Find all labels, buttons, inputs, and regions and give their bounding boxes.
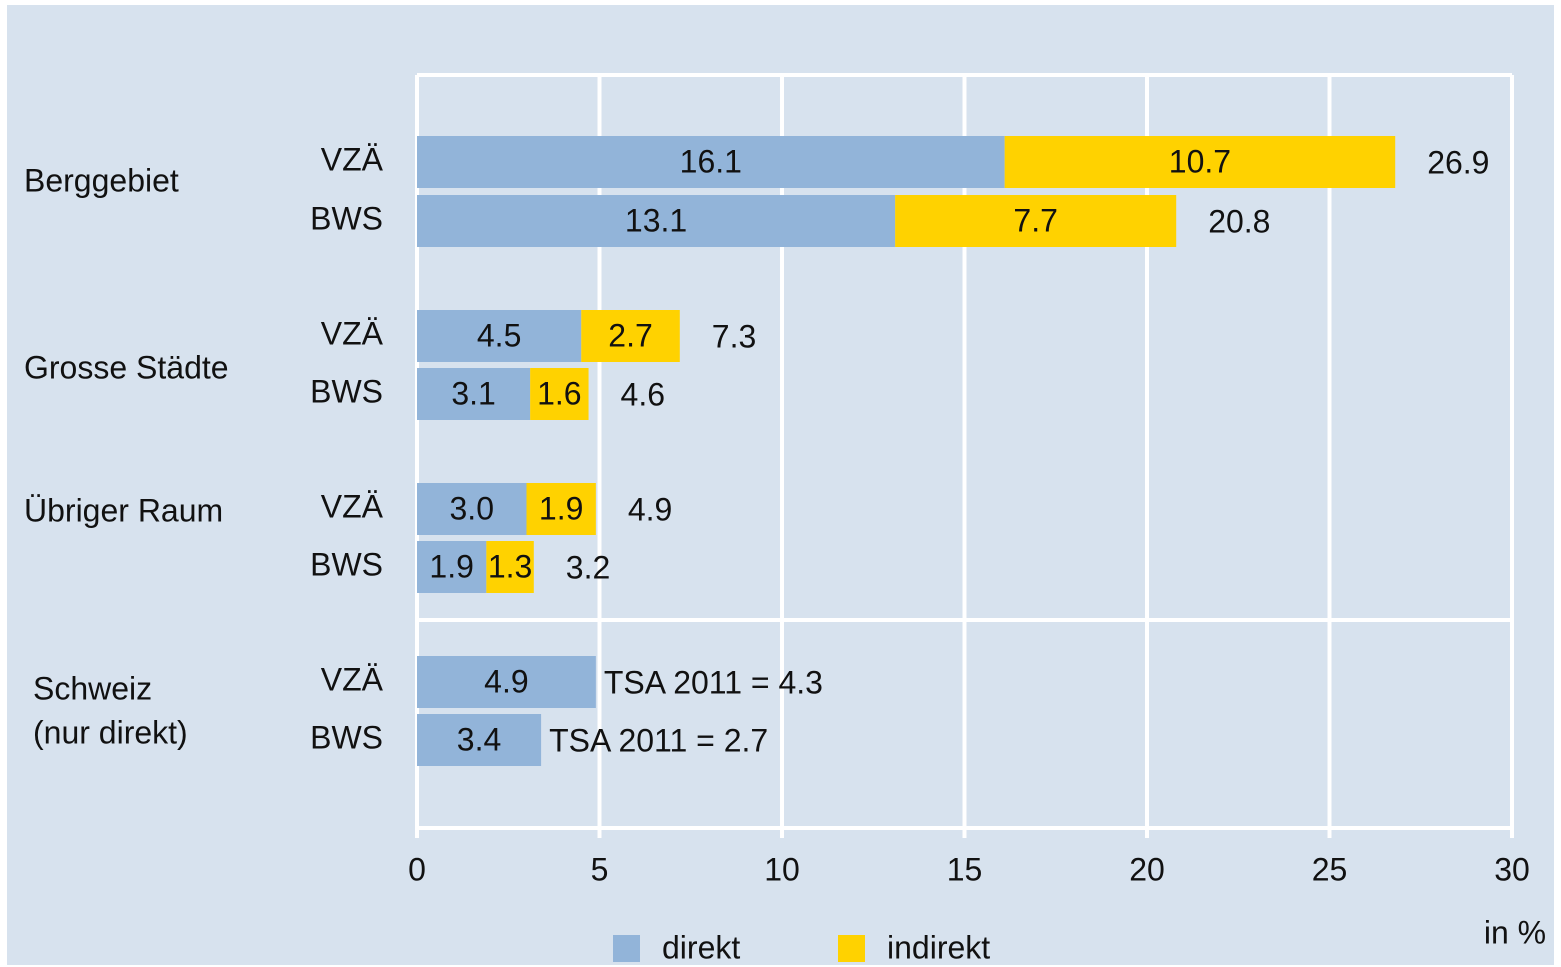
value-label: 16.1 — [680, 143, 742, 179]
value-label: 1.9 — [429, 548, 473, 584]
value-label: 3.4 — [457, 721, 501, 757]
category-label: BWS — [310, 546, 383, 582]
value-label: 13.1 — [625, 202, 687, 238]
bar-segment — [417, 483, 527, 535]
value-label: 2.7 — [608, 317, 652, 353]
group-label: Grosse Städte — [24, 349, 229, 385]
value-label: 3.0 — [450, 490, 494, 526]
legend-label: indirekt — [887, 929, 990, 965]
total-label: 26.9 — [1427, 144, 1489, 180]
legend-swatch — [613, 935, 640, 962]
group-label: Übriger Raum — [24, 492, 223, 528]
category-label: BWS — [310, 373, 383, 409]
category-label: VZÄ — [321, 488, 384, 524]
bar-segment — [417, 541, 487, 593]
category-label: VZÄ — [321, 141, 384, 177]
value-label: 4.9 — [484, 663, 528, 699]
x-tick-label: 20 — [1129, 851, 1165, 887]
category-label: VZÄ — [321, 661, 384, 697]
value-label: 7.7 — [1013, 202, 1057, 238]
bar-segment — [417, 310, 582, 362]
bar-segment — [417, 136, 1005, 188]
bar-segment — [417, 195, 896, 247]
legend-swatch — [838, 935, 865, 962]
annotation: TSA 2011 = 2.7 — [549, 722, 768, 758]
group-label: Berggebiet — [24, 162, 179, 198]
category-label: VZÄ — [321, 315, 384, 351]
total-label: 3.2 — [566, 549, 610, 585]
bar-segment — [417, 656, 596, 708]
bar-segment — [581, 310, 680, 362]
x-tick-label: 25 — [1312, 851, 1348, 887]
category-label: BWS — [310, 719, 383, 755]
x-tick-label: 15 — [947, 851, 983, 887]
value-label: 10.7 — [1169, 143, 1231, 179]
value-label: 1.6 — [537, 375, 581, 411]
x-tick-label: 30 — [1494, 851, 1530, 887]
x-axis-label: in % — [1484, 914, 1546, 950]
group-label: Schweiz — [33, 670, 152, 706]
value-label: 1.3 — [488, 548, 532, 584]
x-tick-label: 0 — [408, 851, 426, 887]
total-label: 4.9 — [628, 491, 672, 527]
x-tick-label: 10 — [764, 851, 800, 887]
annotation: TSA 2011 = 4.3 — [604, 664, 823, 700]
bar-segment — [417, 368, 531, 420]
value-label: 3.1 — [451, 375, 495, 411]
group-label: (nur direkt) — [33, 714, 188, 750]
bar-segment — [486, 541, 534, 593]
value-label: 4.5 — [477, 317, 521, 353]
bar-segment — [1004, 136, 1396, 188]
category-label: BWS — [310, 200, 383, 236]
bar-segment — [530, 368, 589, 420]
bar-segment — [526, 483, 596, 535]
total-label: 4.6 — [621, 376, 665, 412]
bar-segment — [417, 714, 542, 766]
total-label: 7.3 — [712, 318, 756, 354]
bar-segment — [895, 195, 1177, 247]
total-label: 20.8 — [1208, 203, 1270, 239]
legend-label: direkt — [662, 929, 740, 965]
value-label: 1.9 — [539, 490, 583, 526]
x-tick-label: 5 — [591, 851, 609, 887]
